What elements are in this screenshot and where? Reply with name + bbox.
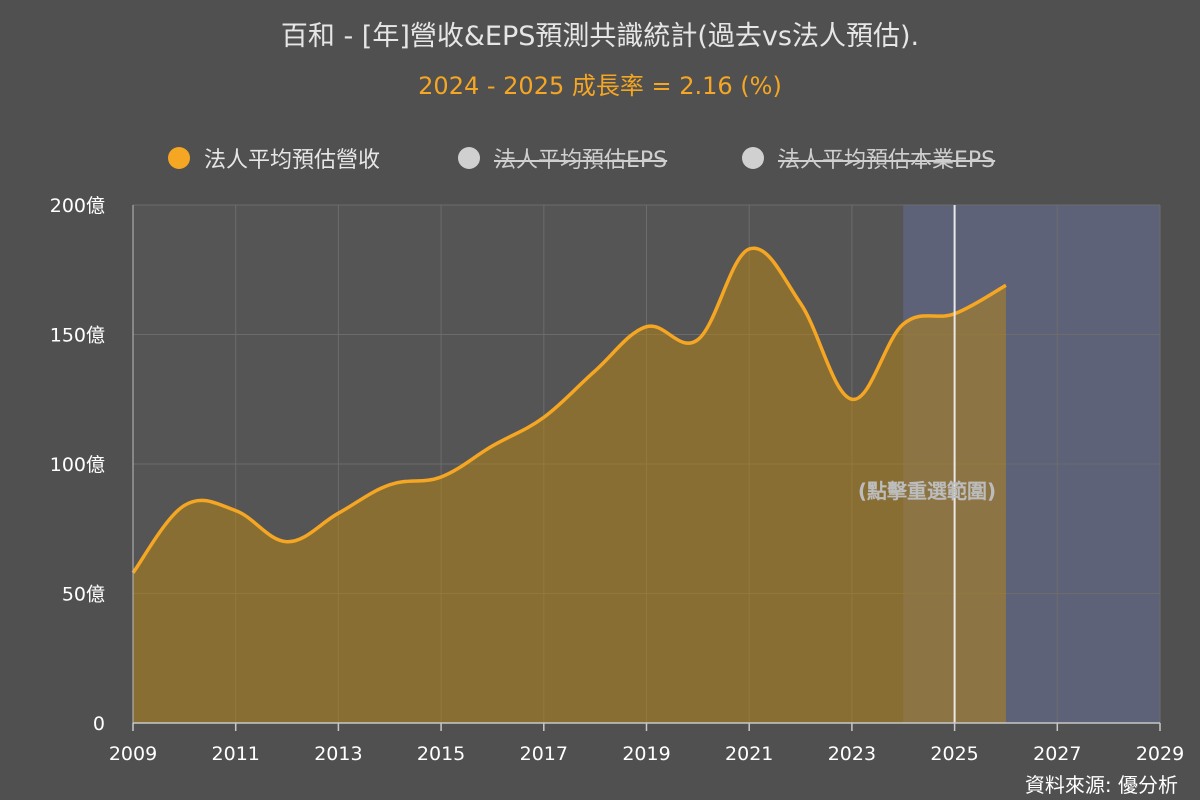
legend: 法人平均預估營收 法人平均預估EPS 法人平均預估本業EPS: [0, 140, 1200, 176]
legend-label-eps: 法人平均預估EPS: [494, 148, 668, 173]
legend-label-revenue: 法人平均預估營收: [204, 148, 381, 173]
x-tick-label: 2019: [622, 743, 670, 765]
chart-title: 百和 - [年]營收&EPS預測共識統計(過去vs法人預估).: [280, 21, 920, 52]
y-tick-label: 200億: [50, 195, 105, 217]
x-tick-label: 2027: [1033, 743, 1081, 765]
x-tick-label: 2013: [314, 743, 362, 765]
legend-dot-revenue: [168, 147, 190, 169]
x-tick-label: 2029: [1136, 743, 1184, 765]
legend-item-revenue[interactable]: 法人平均預估營收: [168, 140, 380, 176]
y-tick-label: 100億: [50, 454, 105, 476]
x-tick-label: 2009: [109, 743, 157, 765]
x-tick-label: 2021: [725, 743, 773, 765]
chart-subtitle: 2024 - 2025 成長率 = 2.16 (%): [418, 72, 782, 100]
revenue-area: [133, 248, 1006, 724]
y-tick-label: 50億: [62, 584, 105, 606]
legend-item-core-eps[interactable]: 法人平均預估本業EPS: [742, 140, 995, 176]
legend-item-eps[interactable]: 法人平均預估EPS: [458, 140, 667, 176]
legend-dot-eps: [458, 147, 480, 169]
reselect-range-hint: (點擊重選範圍): [858, 479, 996, 503]
x-tick-label: 2023: [828, 743, 876, 765]
x-tick-label: 2025: [930, 743, 978, 765]
legend-dot-core-eps: [742, 147, 764, 169]
y-tick-label: 0: [93, 713, 105, 735]
data-source: 資料來源: 優分析: [1024, 773, 1178, 797]
legend-label-core-eps: 法人平均預估本業EPS: [778, 148, 996, 173]
x-tick-label: 2011: [212, 743, 260, 765]
revenue-line: [131, 246, 1007, 574]
y-tick-label: 150億: [50, 325, 105, 347]
x-tick-label: 2017: [520, 743, 568, 765]
x-tick-label: 2015: [417, 743, 465, 765]
